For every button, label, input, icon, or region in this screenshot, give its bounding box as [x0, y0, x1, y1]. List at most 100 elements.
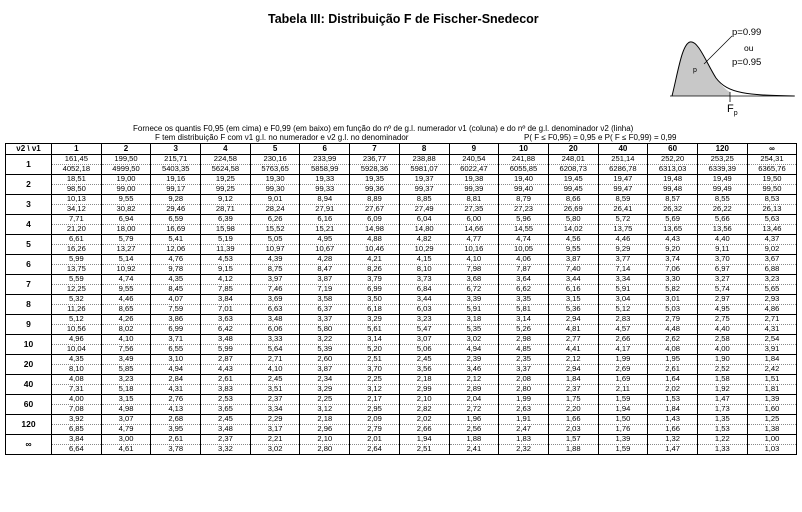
cell-f095: 2,12: [448, 374, 500, 385]
cell-f099: 7,08: [51, 404, 102, 415]
cell-f095: 4,15: [398, 254, 450, 265]
cell-f095: 5,72: [597, 214, 649, 225]
column-header: 5: [249, 143, 301, 155]
cell-f099: 5,74: [696, 284, 748, 295]
cell-f095: 3,48: [249, 314, 301, 325]
cell-f095: 2,01: [349, 434, 400, 445]
cell-f095: 6,04: [398, 214, 450, 225]
cell-f095: 4,35: [150, 274, 202, 285]
cell-f095: 2,97: [696, 294, 748, 305]
cell-f095: 2,21: [249, 434, 301, 445]
cell-f095: 4,46: [597, 234, 649, 245]
cell-f095: 1,32: [647, 434, 698, 445]
cell-f099: 6,16: [547, 284, 599, 295]
cell-f095: 4,96: [51, 334, 102, 345]
cell-f099: 26,69: [547, 204, 599, 215]
cell-f095: 1,43: [647, 414, 698, 425]
cell-f099: 8,26: [349, 264, 400, 275]
cell-f099: 6,62: [498, 284, 549, 295]
cell-f095: 3,49: [100, 354, 152, 365]
cell-f095: 1,25: [746, 414, 798, 425]
cell-f095: 1,95: [647, 354, 698, 365]
cell-f095: 3,30: [647, 274, 698, 285]
cell-f095: 3,07: [100, 414, 152, 425]
cell-f095: 4,77: [448, 234, 500, 245]
cell-f095: 2,54: [746, 334, 798, 345]
cell-f095: 2,25: [299, 394, 351, 405]
cell-f099: 99,36: [349, 184, 400, 195]
cell-f099: 2,82: [398, 404, 450, 415]
cell-f099: 4,61: [100, 444, 152, 455]
cell-f095: 1,90: [696, 354, 748, 365]
cell-f099: 2,03: [547, 424, 599, 435]
cell-f095: 3,35: [498, 294, 549, 305]
row-label: 1: [5, 154, 52, 175]
column-header: 3: [150, 143, 202, 155]
cell-f099: 4,57: [597, 324, 649, 335]
cell-f095: 5,59: [51, 274, 102, 285]
cell-f099: 2,94: [547, 364, 599, 375]
cell-f099: 21,20: [51, 224, 102, 235]
cell-f099: 3,34: [249, 404, 301, 415]
cell-f099: 5,36: [547, 304, 599, 315]
row-label: 5: [5, 234, 52, 255]
cell-f095: 2,29: [249, 414, 301, 425]
cell-f095: 3,29: [349, 314, 400, 325]
cell-f099: 6,03: [398, 304, 450, 315]
cell-f095: 2,25: [349, 374, 400, 385]
cell-f095: 9,12: [200, 194, 251, 205]
cell-f095: 3,70: [696, 254, 748, 265]
table-row: 1 161,45 199,50 215,71 224,58 230,16 233,99 236…: [5, 154, 798, 175]
cell-f095: 3,68: [448, 274, 500, 285]
description-line1: Fornece os quantis F0,95 (em cima) e F0,…: [133, 124, 634, 133]
row-label: 3: [5, 194, 52, 215]
cell-f099: 4,08: [647, 344, 698, 355]
table-row: 7 5,59 4,74 4,35 4,12 3,97 3,87 3,79 3,73 3,68 3,6…: [5, 274, 798, 295]
cell-f099: 4,41: [547, 344, 599, 355]
cell-f095: 6,16: [299, 214, 351, 225]
table-row: 4 7,71 6,94 6,59 6,39 6,26 6,16 6,09 6,04 6,00 5,9…: [5, 214, 798, 235]
cell-f099: 10,29: [398, 244, 450, 255]
cell-f099: 1,81: [746, 384, 798, 395]
cell-f095: 8,66: [547, 194, 599, 205]
cell-f095: 3,18: [448, 314, 500, 325]
cell-f099: 4,79: [100, 424, 152, 435]
cell-f099: 6055,85: [498, 164, 549, 175]
cell-f095: 4,06: [498, 254, 549, 265]
cell-f095: 199,50: [100, 154, 152, 165]
row-label: 9: [5, 314, 52, 335]
cell-f095: 8,55: [696, 194, 748, 205]
table-row: 10 4,96 4,10 3,71 3,48 3,33 3,22 3,14 3,07 3,02 2,…: [5, 334, 798, 355]
cell-f099: 3,48: [200, 424, 251, 435]
cell-f099: 5858,99: [299, 164, 351, 175]
cell-f095: 19,25: [200, 174, 251, 185]
cell-f095: 2,58: [696, 334, 748, 345]
cell-f095: 1,00: [746, 434, 798, 445]
cell-f095: 251,14: [597, 154, 649, 165]
cell-f095: 6,94: [100, 214, 152, 225]
cell-f095: 2,10: [299, 434, 351, 445]
table-row: 98,50 99,00 99,17 99,25 99,30 99,33 99,36 99,37…: [6, 184, 798, 195]
cell-f099: 4,86: [746, 304, 798, 315]
cell-f099: 4999,50: [100, 164, 152, 175]
cell-f095: 5,41: [150, 234, 202, 245]
cell-f095: 6,26: [249, 214, 301, 225]
cell-f095: 2,94: [547, 314, 599, 325]
cell-f099: 4,94: [150, 364, 202, 375]
cell-f099: 1,73: [696, 404, 748, 415]
cell-f099: 9,55: [100, 284, 152, 295]
cell-f099: 15,52: [249, 224, 301, 235]
cell-f099: 7,59: [150, 304, 202, 315]
cell-f099: 6,85: [51, 424, 102, 435]
cell-f099: 1,88: [547, 444, 599, 455]
cell-f095: 3,27: [696, 274, 748, 285]
cell-f099: 15,21: [299, 224, 351, 235]
label-p-inner: p: [693, 67, 697, 74]
cell-f095: 2,75: [696, 314, 748, 325]
cell-f095: 6,61: [51, 234, 102, 245]
cell-f095: 224,58: [200, 154, 251, 165]
cell-f099: 2,32: [498, 444, 549, 455]
row-label: ∞: [5, 434, 52, 455]
cell-f095: 230,16: [249, 154, 301, 165]
table-row: 40 4,08 3,23 2,84 2,61 2,45 2,34 2,25 2,18 2,12 2,…: [5, 374, 798, 395]
